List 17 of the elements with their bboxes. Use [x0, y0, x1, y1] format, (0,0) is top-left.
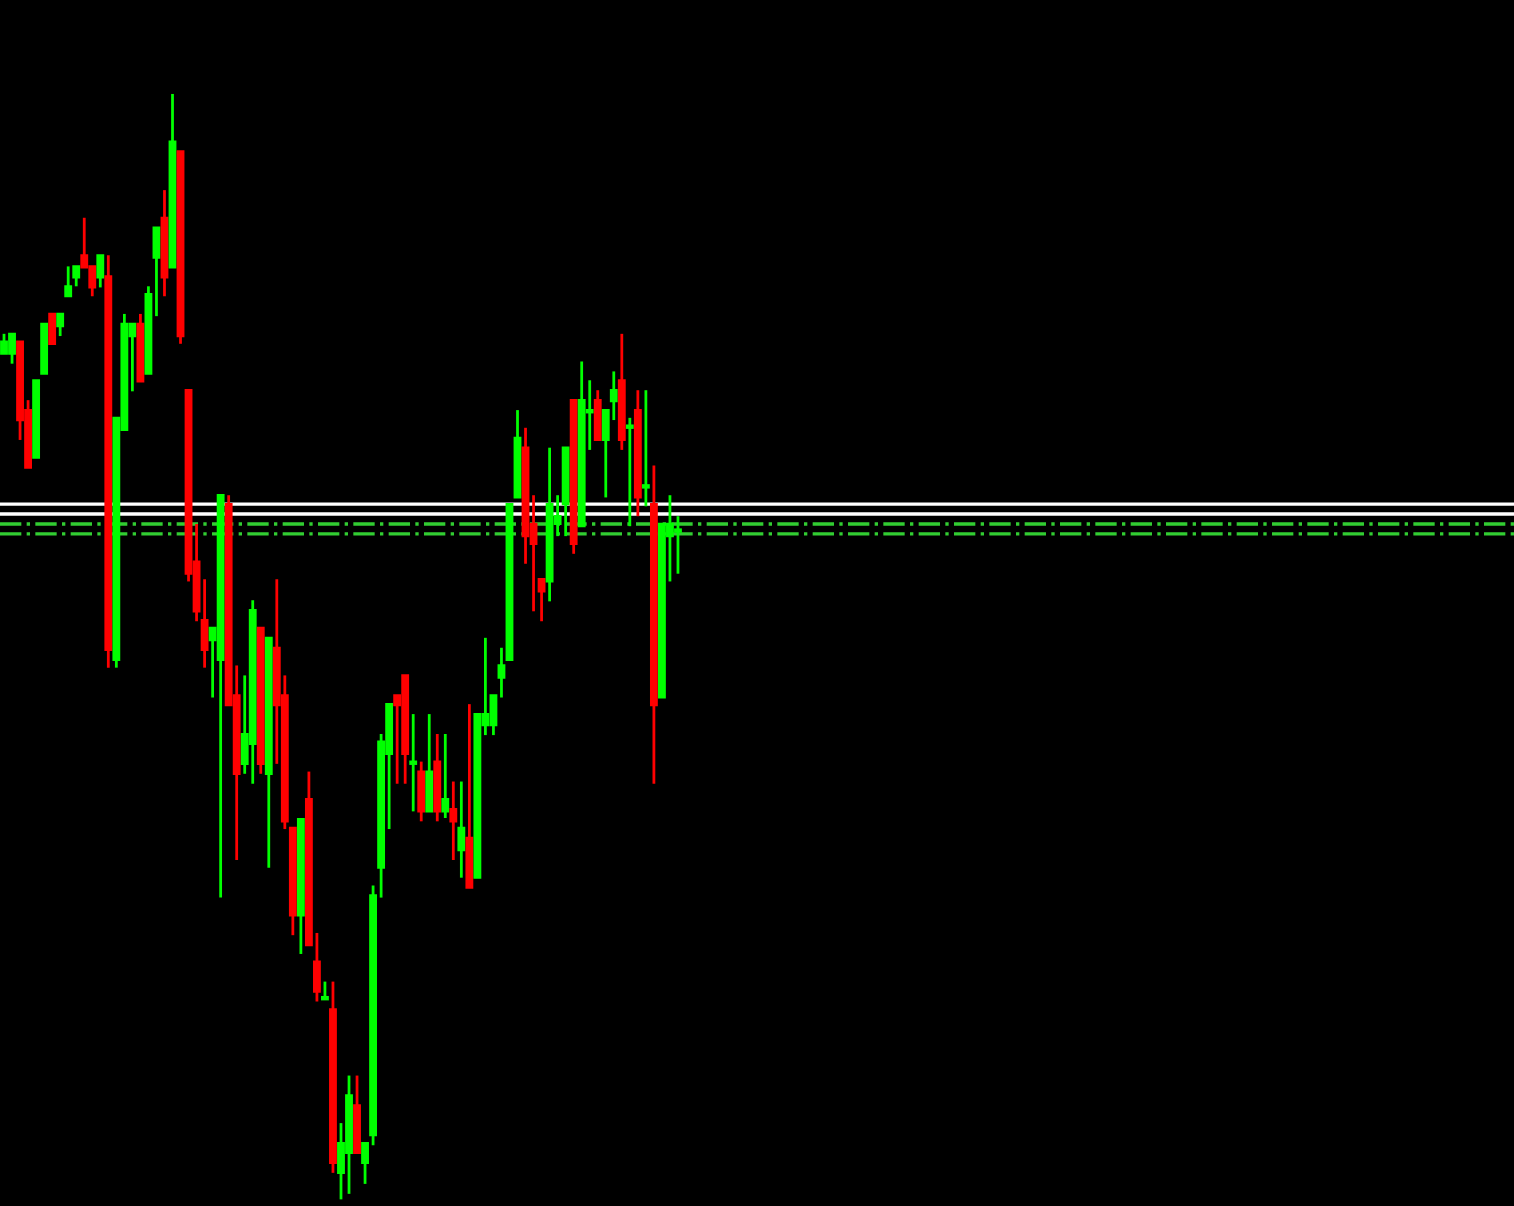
- candlestick: [353, 1074, 361, 1155]
- candlestick: [409, 712, 418, 813]
- candlestick: [56, 312, 65, 338]
- candlestick: [48, 312, 57, 345]
- candlestick: [457, 780, 466, 880]
- candlestick: [8, 332, 16, 366]
- candlestick: [417, 760, 426, 823]
- candlestick: [441, 732, 450, 820]
- candlestick: [449, 780, 458, 862]
- candlestick: [0, 332, 8, 356]
- candlestick: [425, 712, 434, 813]
- candlestick: [64, 265, 73, 298]
- candlestick: [593, 388, 602, 442]
- candlestick: [674, 514, 682, 576]
- candlestick: [625, 416, 634, 528]
- candlestick: [96, 253, 105, 289]
- candlestick: [641, 388, 650, 508]
